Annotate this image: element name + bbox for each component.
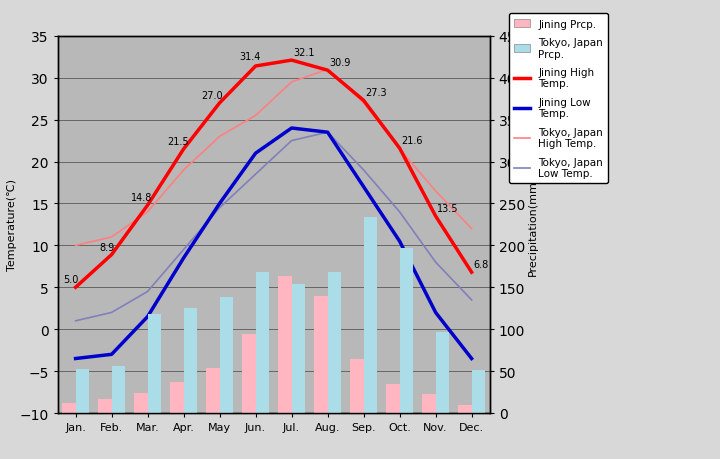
Bar xyxy=(148,314,161,413)
Bar xyxy=(422,394,436,413)
Bar xyxy=(400,248,413,413)
Bar xyxy=(292,284,305,413)
Bar xyxy=(242,335,256,413)
Bar xyxy=(206,368,220,413)
Bar xyxy=(170,382,184,413)
Bar xyxy=(386,384,400,413)
Y-axis label: Precipitation(mm): Precipitation(mm) xyxy=(528,175,538,275)
Y-axis label: Temperature(℃): Temperature(℃) xyxy=(6,179,17,271)
Bar xyxy=(62,403,76,413)
Bar xyxy=(328,273,341,413)
Bar xyxy=(350,359,364,413)
Text: 27.3: 27.3 xyxy=(365,88,387,98)
Bar xyxy=(314,297,328,413)
Text: 31.4: 31.4 xyxy=(239,52,261,62)
Legend: Jining Prcp., Tokyo, Japan
Prcp., Jining High
Temp., Jining Low
Temp., Tokyo, Ja: Jining Prcp., Tokyo, Japan Prcp., Jining… xyxy=(509,14,608,184)
Bar xyxy=(112,366,125,413)
Text: 6.8: 6.8 xyxy=(474,260,489,269)
Bar xyxy=(98,399,112,413)
Bar xyxy=(364,218,377,413)
Bar xyxy=(436,332,449,413)
Bar xyxy=(472,370,485,413)
Bar xyxy=(458,405,472,413)
Text: 32.1: 32.1 xyxy=(294,48,315,58)
Bar xyxy=(134,393,148,413)
Text: 13.5: 13.5 xyxy=(438,203,459,213)
Bar xyxy=(220,298,233,413)
Bar xyxy=(184,308,197,413)
Text: 14.8: 14.8 xyxy=(131,193,153,203)
Bar xyxy=(76,369,89,413)
Bar xyxy=(278,277,292,413)
Text: 21.5: 21.5 xyxy=(167,137,189,146)
Text: 30.9: 30.9 xyxy=(329,58,351,68)
Text: 8.9: 8.9 xyxy=(99,242,114,252)
Text: 27.0: 27.0 xyxy=(202,90,223,101)
Text: 21.6: 21.6 xyxy=(402,136,423,146)
Bar xyxy=(256,273,269,413)
Text: 5.0: 5.0 xyxy=(63,274,78,285)
